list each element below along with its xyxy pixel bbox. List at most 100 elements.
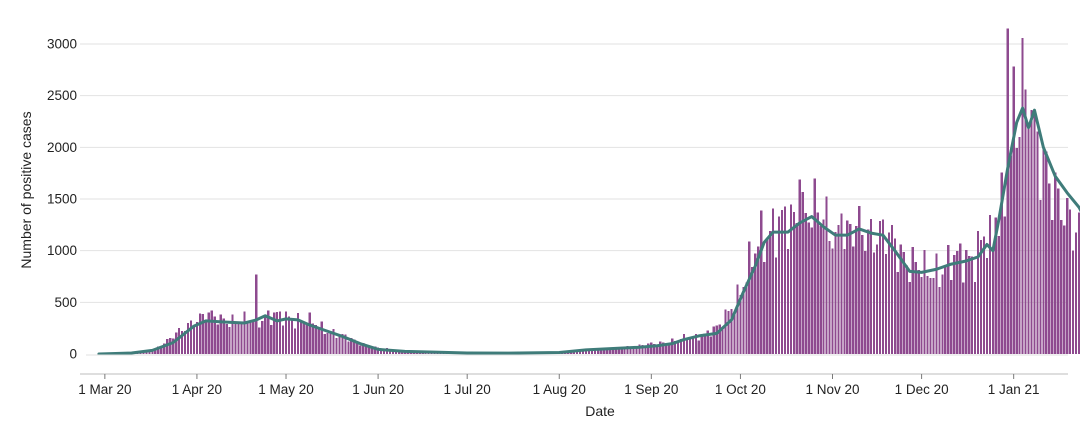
case-bar: [204, 321, 207, 354]
case-bar: [166, 339, 169, 354]
case-bar: [374, 346, 377, 354]
y-tick-label: 1000: [47, 243, 77, 258]
case-bar: [688, 338, 692, 354]
case-bar: [653, 343, 656, 354]
case-bar: [659, 341, 662, 354]
x-tick-label: 1 Jul 20: [444, 382, 491, 397]
x-tick-label: 1 Dec 20: [895, 382, 949, 397]
case-bar: [584, 349, 588, 354]
y-tick-label: 0: [69, 347, 77, 362]
case-bar: [371, 347, 374, 354]
case-bar: [314, 325, 317, 354]
case-bar: [932, 278, 935, 354]
case-bar: [186, 322, 190, 354]
rolling-average-line: [97, 106, 1080, 356]
case-bar: [691, 336, 695, 354]
case-bar: [169, 337, 172, 354]
case-bar: [742, 286, 745, 354]
case-bar: [896, 271, 899, 354]
case-bar: [154, 348, 157, 354]
case-bar: [994, 217, 997, 354]
case-bar: [335, 338, 338, 354]
x-axis-title: Date: [585, 403, 615, 419]
rolling-average-layer: [97, 106, 1080, 356]
case-bar: [1015, 148, 1018, 354]
case-bar: [317, 327, 320, 354]
case-bar: [899, 244, 902, 354]
case-bar: [831, 248, 834, 354]
case-bar: [620, 347, 623, 354]
case-bar: [329, 332, 332, 354]
case-bar: [837, 225, 840, 354]
case-bar: [991, 249, 995, 354]
case-bar: [213, 316, 216, 354]
case-bar: [828, 241, 831, 354]
case-bar: [819, 225, 822, 354]
case-bar: [192, 326, 196, 354]
case-bar: [1074, 232, 1078, 354]
case-bar: [290, 318, 294, 354]
case-bar: [581, 350, 585, 354]
case-bar: [846, 220, 849, 354]
case-bar: [682, 334, 686, 354]
case-bar: [264, 317, 267, 354]
case-bar: [813, 178, 816, 354]
case-bar: [760, 210, 763, 354]
case-bar: [878, 220, 882, 354]
case-bar: [189, 320, 193, 354]
case-bar: [923, 250, 926, 354]
case-bar: [341, 333, 344, 354]
case-bar: [786, 248, 790, 354]
case-bar: [715, 325, 718, 354]
case-bar: [985, 257, 989, 354]
case-bar: [697, 340, 700, 354]
case-bar: [965, 250, 968, 354]
case-bar: [647, 343, 650, 354]
case-bar: [228, 326, 231, 354]
case-bar: [673, 340, 677, 354]
case-bar: [578, 350, 582, 354]
case-bar: [365, 344, 368, 354]
case-bar: [172, 338, 175, 354]
case-bar: [1030, 109, 1033, 354]
case-bar: [617, 346, 620, 354]
case-bar: [1071, 250, 1075, 354]
case-bar: [807, 222, 810, 354]
case-bar: [1077, 212, 1080, 354]
case-bar: [281, 325, 285, 354]
case-bar: [1000, 172, 1003, 354]
case-bar: [302, 321, 305, 354]
case-bar: [635, 346, 638, 354]
case-bar: [953, 254, 956, 354]
case-bar: [789, 204, 793, 354]
case-bar: [970, 256, 974, 354]
case-bar: [869, 218, 873, 354]
case-bar: [976, 230, 980, 354]
case-bar: [798, 179, 801, 354]
case-bar: [849, 223, 852, 354]
tick-labels: 0 500 1000 1500 2000 2500 3000 1 Mar 20 1 Apr 20…: [47, 37, 1080, 398]
case-bar: [855, 226, 858, 354]
case-bar: [1033, 108, 1036, 354]
case-bar: [177, 327, 181, 354]
case-bar: [626, 346, 629, 354]
case-bar: [745, 282, 748, 354]
case-bar: [252, 321, 255, 354]
case-bar: [804, 213, 807, 354]
case-bar: [195, 322, 199, 354]
case-bar: [947, 245, 950, 354]
case-bar: [1039, 200, 1042, 354]
daily-case-bars: [97, 28, 1080, 355]
case-bar: [388, 349, 392, 354]
case-bar: [602, 349, 605, 354]
case-bar: [881, 219, 885, 354]
x-tick-label: 1 Oct 20: [715, 382, 766, 397]
case-bar: [968, 255, 971, 354]
case-bar: [727, 310, 730, 354]
case-bar: [1051, 219, 1054, 354]
case-bar: [730, 309, 733, 354]
case-bar: [997, 235, 1000, 354]
case-bar: [810, 227, 813, 354]
y-axis-title: Number of positive cases: [18, 111, 34, 268]
